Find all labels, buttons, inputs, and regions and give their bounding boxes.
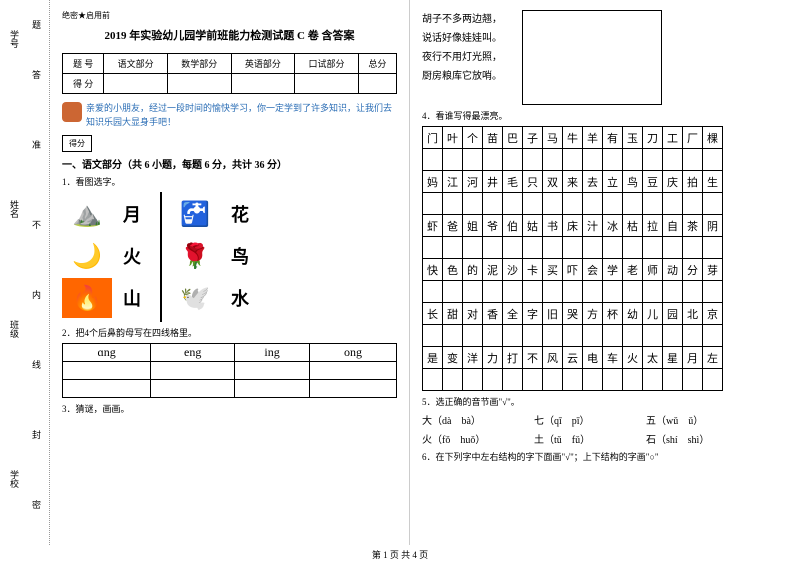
poem-l2: 说话好像娃娃叫。 xyxy=(422,29,502,48)
char-shan: 山 xyxy=(112,285,152,311)
section-1-title: 一、语文部分（共 6 小题，每题 6 分，共计 36 分） xyxy=(62,156,397,171)
picture-match: ⛰️月 🌙火 🔥山 🚰花 🌹鸟 🕊️水 xyxy=(62,192,397,322)
poem-l4: 厨房粮库它放哨。 xyxy=(422,67,502,86)
character-grid: 门叶个苗巴子马牛羊有玉刀工厂棵妈江河井毛只双来去立鸟豆庆拍生虾爸姐爷伯姑书床汁冰… xyxy=(422,126,723,391)
q4-text: 4．看谁写得最漂亮。 xyxy=(422,109,758,122)
char-yue: 月 xyxy=(112,201,152,227)
poem-l3: 夜行不用灯光照， xyxy=(422,48,502,67)
poem-l1: 胡子不多两边翘， xyxy=(422,10,502,29)
q1-text: 1．看图选字。 xyxy=(62,175,397,188)
right-column: 胡子不多两边翘， 说话好像娃娃叫。 夜行不用灯光照， 厨房粮库它放哨。 4．看谁… xyxy=(410,0,770,545)
secret-header: 绝密★启用前 xyxy=(62,10,397,21)
bind-m6: 线 xyxy=(30,360,43,369)
divider-line xyxy=(160,192,162,322)
bind-l1: 学号 xyxy=(8,30,21,48)
bind-l4: 学校 xyxy=(8,470,21,488)
bird-icon: 🕊️ xyxy=(170,278,220,318)
bind-m5: 内 xyxy=(30,290,43,299)
bind-l2: 姓名 xyxy=(8,200,21,218)
mascot-icon xyxy=(62,102,82,122)
riddle-poem: 胡子不多两边翘， 说话好像娃娃叫。 夜行不用灯光照， 厨房粮库它放哨。 xyxy=(422,10,502,105)
q2-text: 2．把4个后鼻韵母写在四线格里。 xyxy=(62,326,397,339)
intro-text: 亲爱的小朋友，经过一段时间的愉快学习，你一定学到了许多知识，让我们去知识乐园大显… xyxy=(62,102,397,129)
char-hua: 花 xyxy=(220,201,260,227)
bind-m2: 答 xyxy=(30,70,43,79)
drawing-box xyxy=(522,10,662,105)
fire-icon: 🔥 xyxy=(62,278,112,318)
q6-text: 6．在下列字中左右结构的字下面画"√"；上下结构的字画"○" xyxy=(422,450,758,463)
score-box: 得分 xyxy=(62,135,92,152)
score-table: 题 号语文部分数学部分英语部分口试部分总分 得 分 xyxy=(62,53,397,94)
bind-m1: 题 xyxy=(30,20,43,29)
binding-margin: 学号 姓名 班级 学校 题 答 准 不 内 线 封 密 xyxy=(0,0,50,545)
bind-l3: 班级 xyxy=(8,320,21,338)
page-footer: 第 1 页 共 4 页 xyxy=(0,548,800,561)
bind-m3: 准 xyxy=(30,140,43,149)
exam-title: 2019 年实验幼儿园学前班能力检测试题 C 卷 含答案 xyxy=(62,27,397,43)
mountain-icon: ⛰️ xyxy=(62,194,112,234)
flower-icon: 🌹 xyxy=(170,236,220,276)
intro-content: 亲爱的小朋友，经过一段时间的愉快学习，你一定学到了许多知识，让我们去知识乐园大显… xyxy=(86,102,397,129)
q5-text: 5．选正确的音节画"√"。 xyxy=(422,395,758,408)
bind-m8: 密 xyxy=(30,500,43,509)
faucet-icon: 🚰 xyxy=(170,194,220,234)
riddle-box: 胡子不多两边翘， 说话好像娃娃叫。 夜行不用灯光照， 厨房粮库它放哨。 xyxy=(422,10,758,105)
char-huo: 火 xyxy=(112,243,152,269)
q3-text: 3．猜谜，画画。 xyxy=(62,402,397,415)
char-niao: 鸟 xyxy=(220,243,260,269)
left-column: 绝密★启用前 2019 年实验幼儿园学前班能力检测试题 C 卷 含答案 题 号语… xyxy=(50,0,410,545)
bind-m4: 不 xyxy=(30,220,43,229)
pinyin-table: ɑngengingong xyxy=(62,343,397,398)
moon-icon: 🌙 xyxy=(62,236,112,276)
bind-m7: 封 xyxy=(30,430,43,439)
char-shui: 水 xyxy=(220,285,260,311)
pinyin-choices: 大（dà bà）七（qī pī）五（wǔ ǔ）火（fǒ huǒ）土（tǔ fǔ）… xyxy=(422,412,758,446)
